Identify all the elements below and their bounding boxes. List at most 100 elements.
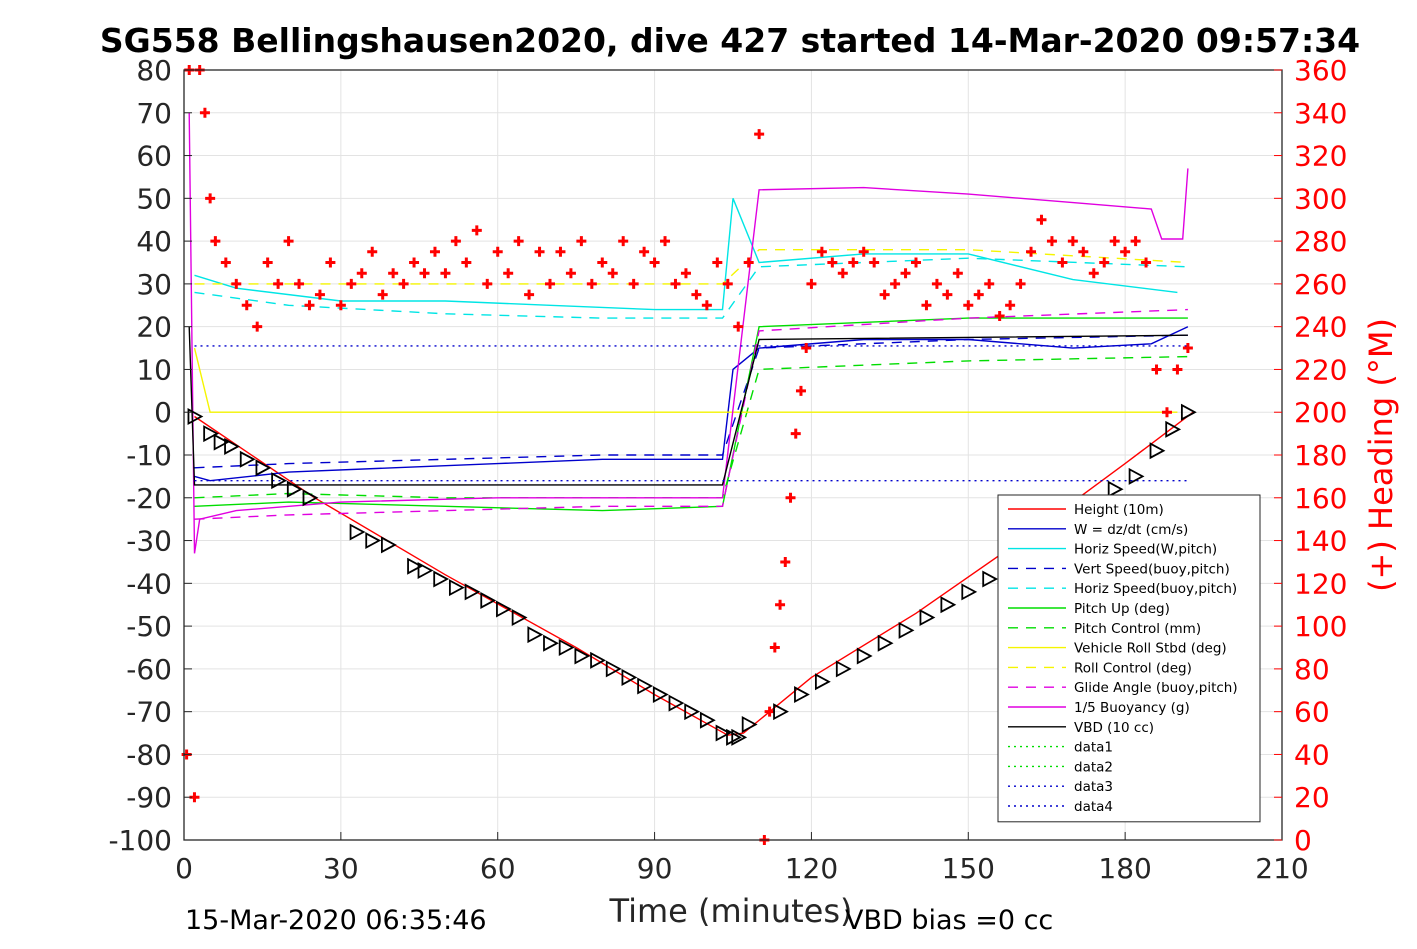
series-line <box>193 347 1178 413</box>
vbd-marker <box>407 557 423 575</box>
right-y-tick-label: 40 <box>1294 738 1330 771</box>
heading-marker <box>712 257 723 268</box>
vbd-marker <box>856 647 873 665</box>
heading-marker <box>1015 278 1026 289</box>
vbd-marker <box>433 570 450 588</box>
vbd-marker <box>302 489 319 507</box>
y-tick-label: -80 <box>126 738 172 771</box>
heading-marker <box>670 278 681 289</box>
series-line <box>194 317 1188 512</box>
chart-title: SG558 Bellingshausen2020, dive 427 start… <box>100 21 1360 60</box>
legend-box <box>997 494 1261 823</box>
heading-marker <box>628 278 639 289</box>
series-line <box>194 326 1189 482</box>
right-y-tick-label: 260 <box>1294 268 1347 301</box>
vbd-marker <box>203 425 220 443</box>
x-tick-label: 60 <box>480 852 516 885</box>
heading-marker <box>545 278 555 289</box>
heading-marker <box>743 257 754 268</box>
right-y-tick-label: 220 <box>1294 353 1347 386</box>
heading-marker <box>440 268 451 279</box>
vbd-marker <box>511 609 528 627</box>
vbd-marker <box>731 728 748 746</box>
heading-marker <box>398 278 409 289</box>
heading-marker <box>775 599 786 610</box>
vbd-marker <box>684 703 701 721</box>
y-tick-label: 40 <box>136 225 172 258</box>
heading-marker <box>492 246 503 257</box>
legend: Height (10m) W = dz/dt (cm/s) Horiz Speed(… <box>997 494 1261 823</box>
heading-marker <box>555 246 566 257</box>
heading-marker <box>911 257 921 268</box>
heading-marker <box>1067 236 1078 247</box>
right-y-tick-label: 120 <box>1294 567 1347 600</box>
y-tick-label: -20 <box>126 482 172 515</box>
heading-marker <box>377 289 388 300</box>
vbd-marker <box>814 673 831 691</box>
vbd-marker <box>448 579 465 597</box>
legend-entry: Height (10m) <box>1074 502 1164 518</box>
heading-marker <box>769 642 780 653</box>
heading-marker <box>660 236 671 247</box>
vbd-marker <box>381 536 397 554</box>
y-tick-label: -70 <box>126 696 172 729</box>
heading-marker <box>1036 214 1047 225</box>
heading-marker <box>199 107 210 118</box>
series-line <box>194 248 1188 285</box>
heading-marker <box>294 278 305 289</box>
vbd-marker <box>741 715 758 734</box>
legend-entry: Roll Control (deg) <box>1074 660 1192 676</box>
vbd-marker <box>496 600 512 618</box>
series-line <box>194 334 1188 469</box>
vbd-marker <box>213 433 230 451</box>
right-y-tick-label: 360 <box>1294 54 1347 87</box>
y-tick-label: 80 <box>136 54 172 87</box>
heading-marker <box>858 246 869 257</box>
heading-marker <box>890 278 901 289</box>
y-tick-label: -100 <box>108 824 172 857</box>
y-tick-label: 20 <box>136 311 172 344</box>
y-tick-label: -60 <box>126 653 172 686</box>
right-axis-label: (+) Heading (°M) <box>1362 318 1400 592</box>
x-tick-label: 120 <box>785 852 838 885</box>
heading-marker <box>335 300 346 311</box>
heading-marker <box>952 268 963 279</box>
vbd-marker <box>417 561 434 580</box>
series-line <box>194 308 1188 520</box>
heading-marker <box>1172 364 1183 375</box>
vbd-marker <box>699 711 716 729</box>
heading-marker <box>754 129 765 140</box>
heading-marker <box>1120 246 1131 257</box>
heading-marker <box>1078 246 1089 257</box>
series-layer <box>188 112 1194 736</box>
heading-marker <box>304 300 315 311</box>
heading-marker <box>806 278 817 289</box>
heading-marker <box>450 236 461 247</box>
heading-marker <box>691 289 702 300</box>
series-line <box>188 326 1188 486</box>
footer-timestamp: 15-Mar-2020 06:35:46 <box>185 905 487 936</box>
x-tick-label: 90 <box>637 852 673 885</box>
right-y-tick-label: 340 <box>1294 97 1347 130</box>
heading-marker <box>346 278 357 289</box>
heading-marker <box>220 257 231 268</box>
vbd-marker <box>982 570 999 588</box>
right-y-tick-label: 240 <box>1294 311 1347 344</box>
heading-marker <box>1130 236 1141 247</box>
legend-entry: W = dz/dt (cm/s) <box>1074 522 1188 538</box>
legend-entry: Horiz Speed(buoy,pitch) <box>1074 581 1237 597</box>
x-tick-label: 30 <box>323 852 359 885</box>
vbd-marker <box>1165 420 1182 438</box>
heading-marker <box>471 225 482 236</box>
vbd-marker <box>621 668 638 686</box>
heading-marker <box>827 257 838 268</box>
heading-marker <box>1161 407 1172 418</box>
heading-marker <box>1151 364 1162 375</box>
vbd-marker <box>726 728 742 746</box>
heading-marker <box>283 236 294 247</box>
vbd-marker <box>271 472 288 490</box>
x-tick-label: 180 <box>1098 852 1151 885</box>
right-y-tick-label: 280 <box>1294 225 1347 258</box>
right-y-tick-label: 160 <box>1294 482 1347 515</box>
right-y-tick-label: 300 <box>1294 182 1347 215</box>
